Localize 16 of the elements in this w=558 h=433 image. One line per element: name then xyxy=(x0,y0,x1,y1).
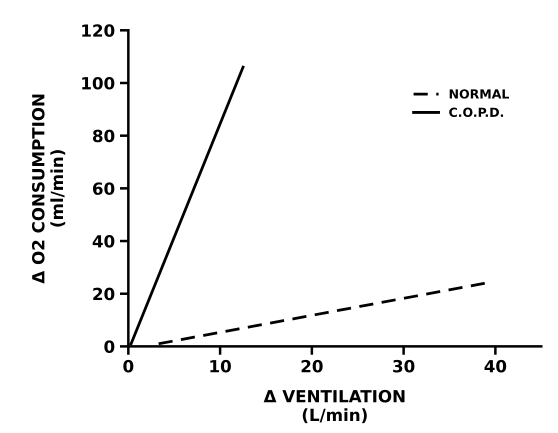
y-tick-label: 0 xyxy=(104,340,114,353)
y-axis-title: Δ O2 CONSUMPTION (ml/min) xyxy=(32,94,66,284)
x-tick-label: 30 xyxy=(393,360,414,372)
y-tick-label: 60 xyxy=(92,182,114,195)
x-tick-label: 10 xyxy=(210,360,231,372)
y-tick-label: 20 xyxy=(93,288,114,300)
x-axis-title: Δ VENTILATION (L/min) xyxy=(264,390,404,424)
y-tick-label: 100 xyxy=(82,76,114,90)
x-tick-label: 20 xyxy=(302,360,323,372)
y-tick-label: 40 xyxy=(92,235,114,248)
y-tick-label: 80 xyxy=(92,130,114,142)
y-tick-label: 120 xyxy=(82,24,114,37)
legend-label: NORMAL xyxy=(450,89,510,99)
legend-label: C.O.P.D. xyxy=(449,108,504,117)
x-tick-label: 40 xyxy=(484,360,506,372)
x-tick-label: 0 xyxy=(123,360,134,372)
